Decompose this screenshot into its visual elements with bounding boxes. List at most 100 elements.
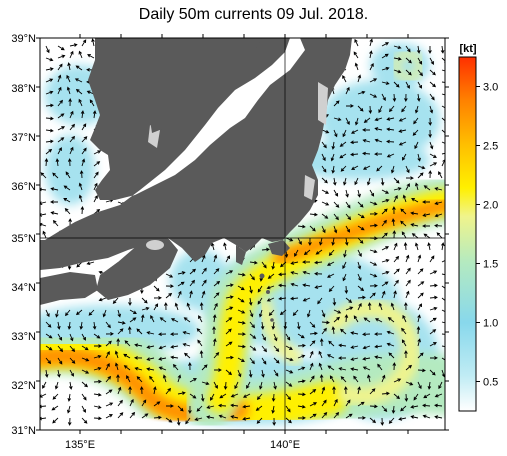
current-arrow (271, 405, 275, 414)
current-arrow (331, 326, 336, 335)
current-arrow (249, 273, 255, 281)
current-arrow (354, 38, 359, 47)
current-arrow (333, 100, 340, 107)
current-arrow (422, 200, 430, 204)
current-arrow (134, 366, 143, 371)
colorbar-tick-label: 1.5 (483, 259, 498, 271)
current-arrow (315, 249, 323, 255)
current-arrow (201, 381, 210, 386)
current-arrow (81, 357, 90, 362)
current-arrow (405, 254, 410, 263)
current-arrow (136, 328, 143, 335)
current-arrow (321, 327, 327, 335)
current-arrow (94, 344, 102, 348)
current-arrow (381, 189, 390, 194)
current-arrow (225, 295, 234, 299)
current-arrow (69, 50, 74, 59)
current-arrow (321, 411, 328, 419)
current-arrow (429, 57, 434, 65)
current-arrow (434, 201, 443, 205)
current-arrow (116, 374, 120, 382)
current-arrow (294, 249, 299, 257)
current-arrow (50, 200, 58, 204)
current-arrow (261, 333, 266, 341)
current-arrow (183, 317, 191, 323)
current-arrow (81, 333, 86, 341)
current-arrow (429, 153, 437, 158)
current-arrow (177, 374, 182, 383)
current-arrow (303, 249, 311, 256)
current-arrow (374, 127, 383, 131)
current-arrow (345, 86, 350, 95)
current-arrow (68, 381, 73, 390)
current-arrow (381, 81, 390, 85)
current-arrow (321, 399, 327, 407)
current-arrow (225, 283, 234, 288)
current-arrow (51, 405, 59, 411)
current-arrow (338, 343, 347, 348)
current-arrow (40, 172, 47, 179)
current-arrow (140, 314, 145, 323)
current-arrow (45, 345, 53, 351)
colorbar-tick-label: 2.0 (483, 200, 498, 212)
current-arrow (441, 259, 445, 263)
current-arrow (309, 331, 318, 336)
current-arrow (223, 381, 228, 390)
current-arrow (309, 413, 317, 419)
current-arrow (363, 117, 371, 124)
current-arrow (429, 356, 438, 360)
colorbar-tick-label: 3.0 (483, 82, 498, 94)
current-arrow (429, 369, 436, 376)
current-arrow (441, 273, 445, 276)
current-arrow (422, 224, 430, 228)
current-arrow (428, 46, 432, 54)
current-arrow (81, 405, 86, 413)
current-arrow (345, 104, 354, 108)
current-arrow (353, 315, 359, 323)
current-arrow (165, 387, 171, 395)
current-arrow (176, 417, 181, 426)
current-arrow (391, 405, 396, 414)
current-arrow (401, 339, 407, 347)
current-arrow (338, 367, 347, 371)
current-arrow (333, 213, 339, 221)
current-arrow (129, 398, 134, 407)
current-arrow (398, 141, 407, 146)
current-arrow (332, 386, 336, 394)
current-arrow (54, 381, 59, 390)
current-arrow (237, 272, 246, 277)
current-arrow (441, 141, 445, 144)
current-arrow (257, 285, 263, 293)
current-arrow (273, 357, 280, 364)
current-arrow (302, 270, 311, 275)
current-arrow (258, 309, 263, 318)
current-arrow (393, 242, 398, 251)
current-arrow (417, 368, 426, 373)
current-arrow (309, 350, 314, 359)
current-arrow (165, 417, 173, 423)
current-arrow (146, 345, 155, 349)
current-arrow (79, 321, 84, 330)
current-arrow (146, 357, 155, 361)
current-arrow (306, 309, 311, 318)
current-arrow (230, 415, 239, 419)
current-arrow (314, 271, 323, 276)
current-arrow (441, 81, 445, 83)
current-arrow (416, 45, 421, 54)
current-arrow (174, 302, 179, 311)
colorbar-scale (458, 56, 477, 412)
current-arrow (78, 194, 83, 203)
current-arrow (153, 296, 162, 300)
current-arrow (170, 355, 179, 360)
current-arrow (159, 317, 167, 323)
current-arrow (362, 128, 371, 132)
current-arrow (194, 417, 203, 421)
current-arrow (357, 401, 365, 407)
current-arrow (188, 362, 192, 371)
current-arrow (248, 297, 253, 306)
current-arrow (129, 411, 136, 419)
current-arrow (93, 333, 101, 339)
current-arrow (141, 399, 147, 407)
current-arrow (417, 268, 424, 275)
current-arrow (331, 165, 336, 174)
